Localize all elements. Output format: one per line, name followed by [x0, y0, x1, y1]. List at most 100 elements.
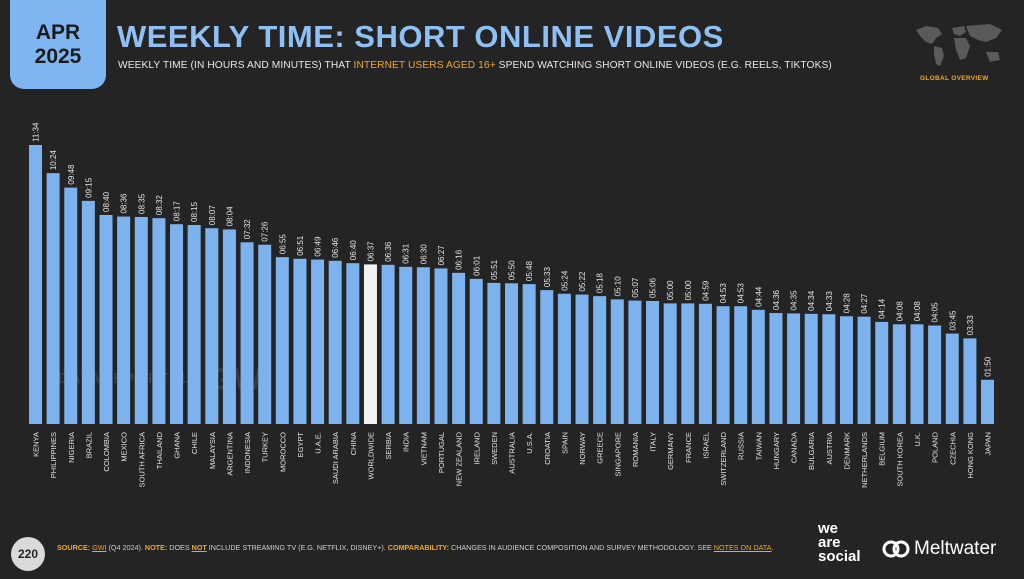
value-label: 03:33 — [966, 315, 975, 336]
value-label: 05:48 — [525, 261, 534, 282]
value-label: 06:31 — [402, 243, 411, 264]
category-label: INDONESIA — [243, 432, 252, 473]
category-label: THAILAND — [155, 431, 164, 469]
bar-saudi-arabia — [328, 260, 342, 424]
source-link[interactable]: GWI — [92, 543, 107, 552]
subtitle-post: SPEND WATCHING SHORT ONLINE VIDEOS (E.G.… — [495, 60, 832, 71]
category-label: POLAND — [931, 431, 940, 462]
subtitle-highlight: INTERNET USERS AGED 16+ — [353, 60, 496, 71]
value-label: 05:00 — [666, 280, 675, 301]
bar-japan — [981, 379, 995, 424]
bar-italy — [646, 300, 660, 424]
bar-croatia — [540, 290, 554, 424]
category-label: AUSTRIA — [825, 432, 834, 465]
value-label: 08:32 — [155, 195, 164, 216]
bar-south-africa — [134, 216, 148, 424]
bar-austria — [822, 314, 836, 424]
value-label: 05:50 — [508, 260, 517, 281]
category-label: EGYPT — [296, 432, 305, 458]
category-label: HONG KONG — [966, 432, 975, 479]
bar-sweden — [487, 282, 501, 424]
badge-month: APR — [35, 20, 81, 44]
bar-argentina — [222, 229, 236, 424]
value-label: 09:15 — [84, 177, 93, 198]
bar-denmark — [839, 316, 853, 424]
bar-thailand — [152, 218, 166, 424]
bar-u-s-a- — [522, 284, 536, 424]
category-label: SINGAPORE — [613, 432, 622, 477]
category-label: U.K. — [913, 432, 922, 447]
footer-end: . — [771, 543, 774, 552]
bar-singapore — [610, 299, 624, 424]
category-label: COLOMBIA — [102, 432, 111, 472]
category-label: SOUTH AFRICA — [137, 432, 146, 487]
category-label: ISRAEL — [701, 432, 710, 459]
meltwater-logo: Meltwater — [882, 538, 996, 560]
bar-norway — [575, 294, 589, 424]
category-label: AUSTRALIA — [508, 432, 517, 474]
value-label: 06:30 — [419, 244, 428, 265]
bar-egypt — [293, 258, 307, 424]
source-text: (Q4 2024). — [106, 543, 145, 552]
value-label: 05:00 — [684, 280, 693, 301]
value-label: 11:34 — [32, 122, 41, 142]
note-label: NOTE: — [144, 543, 168, 552]
bar-mexico — [117, 216, 131, 424]
category-label: PHILIPPINES — [49, 432, 58, 478]
world-map-icon — [916, 24, 1002, 66]
value-label: 06:36 — [384, 241, 393, 262]
notes-on-data-link[interactable]: NOTES ON DATA — [713, 543, 772, 552]
bar-philippines — [46, 173, 60, 424]
value-label: 08:40 — [102, 191, 111, 212]
bar-morocco — [275, 257, 289, 424]
bar-south-korea — [892, 324, 906, 424]
category-label: CHILE — [190, 432, 199, 454]
value-label: 05:33 — [543, 267, 552, 288]
category-label: HUNGARY — [772, 432, 781, 469]
value-label: 06:40 — [349, 240, 358, 261]
bar-malaysia — [205, 228, 219, 424]
bar-romania — [628, 300, 642, 424]
bar-nigeria — [64, 187, 78, 424]
bar-germany — [663, 303, 677, 424]
category-label: SOUTH KOREA — [895, 432, 904, 487]
value-label: 06:55 — [278, 234, 287, 255]
value-label: 05:10 — [613, 276, 622, 297]
bar-bulgaria — [804, 313, 818, 424]
value-label: 04:53 — [719, 283, 728, 304]
value-label: 04:59 — [701, 280, 710, 301]
value-label: 05:22 — [578, 271, 587, 292]
bar-u-k- — [910, 324, 924, 424]
badge-year: 2025 — [34, 44, 82, 68]
bar-switzerland — [716, 306, 730, 424]
category-label: SPAIN — [560, 432, 569, 454]
date-badge: APR 2025 — [10, 0, 106, 89]
bar-u-a-e- — [311, 259, 325, 424]
bar-spain — [557, 293, 571, 424]
bar-portugal — [434, 268, 448, 424]
value-label: 03:45 — [948, 310, 957, 331]
bar-greece — [593, 296, 607, 424]
value-label: 04:05 — [931, 302, 940, 323]
logo-word-1: we — [818, 520, 839, 537]
category-label: SERBIA — [384, 432, 393, 460]
value-label: 06:49 — [314, 236, 323, 257]
category-label: WORLDWIDE — [366, 432, 375, 480]
bar-vietnam — [416, 267, 430, 424]
note-not: NOT — [191, 543, 207, 552]
value-label: 10:24 — [49, 150, 58, 171]
value-label: 09:48 — [67, 164, 76, 185]
category-label: ARGENTINA — [225, 432, 234, 476]
value-label: 05:24 — [560, 270, 569, 291]
bar-brazil — [81, 200, 95, 424]
page-title: WEEKLY TIME: SHORT ONLINE VIDEOS — [117, 19, 724, 54]
category-label: PORTUGAL — [437, 432, 446, 473]
value-label: 04:35 — [790, 290, 799, 311]
bar-serbia — [381, 264, 395, 424]
category-label: ROMANIA — [631, 432, 640, 467]
bar-hungary — [769, 313, 783, 424]
bar-india — [399, 266, 413, 424]
category-label: U.A.E. — [314, 432, 323, 454]
category-label: TAIWAN — [754, 432, 763, 460]
value-label: 08:17 — [173, 201, 182, 222]
